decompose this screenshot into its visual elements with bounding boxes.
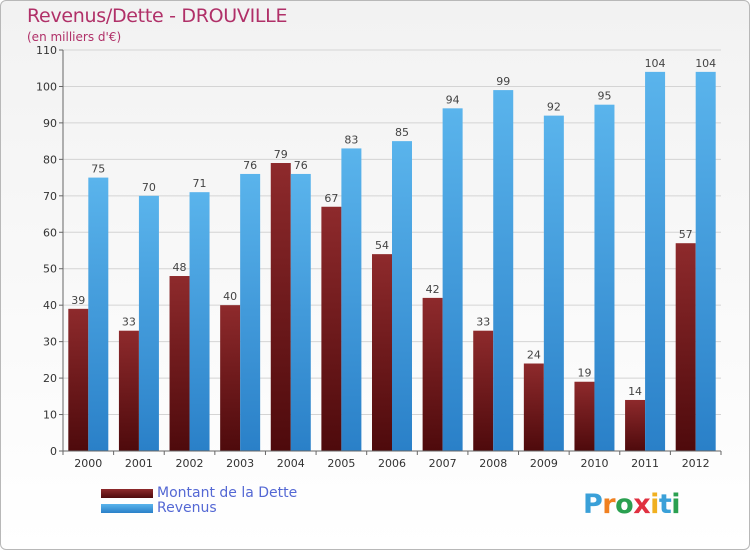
y-tick-label: 30 bbox=[43, 336, 57, 349]
bar-revenue-2009 bbox=[543, 115, 564, 452]
data-label-revenue-2001: 70 bbox=[142, 181, 156, 194]
legend-swatch-revenue bbox=[101, 504, 153, 513]
logo-letter: t bbox=[658, 489, 672, 520]
bar-revenue-2010 bbox=[594, 104, 615, 451]
y-tick-label: 10 bbox=[43, 409, 57, 422]
data-label-debt-2006: 54 bbox=[375, 239, 389, 252]
logo-letter: o bbox=[615, 489, 634, 520]
bar-debt-2004 bbox=[270, 163, 291, 451]
bar-revenue-2007 bbox=[442, 108, 463, 451]
data-label-debt-2010: 19 bbox=[577, 367, 591, 380]
y-tick-label: 100 bbox=[36, 80, 57, 93]
x-tick-label: 2008 bbox=[479, 457, 507, 470]
x-tick-label: 2007 bbox=[429, 457, 457, 470]
data-label-revenue-2009: 92 bbox=[547, 101, 561, 114]
y-tick-label: 70 bbox=[43, 190, 57, 203]
chart-title: Revenus/Dette - DROUVILLE bbox=[27, 5, 288, 27]
x-tick-label: 2009 bbox=[530, 457, 558, 470]
data-label-revenue-2004: 76 bbox=[294, 159, 308, 172]
x-tick-label: 2003 bbox=[226, 457, 254, 470]
data-label-debt-2007: 42 bbox=[426, 283, 440, 296]
data-label-debt-2003: 40 bbox=[223, 290, 237, 303]
x-tick-label: 2012 bbox=[682, 457, 710, 470]
y-tick-label: 60 bbox=[43, 226, 57, 239]
x-tick-label: 2004 bbox=[277, 457, 305, 470]
y-tick-label: 110 bbox=[36, 44, 57, 57]
data-label-debt-2001: 33 bbox=[122, 316, 136, 329]
bar-revenue-2003 bbox=[240, 173, 261, 452]
bar-revenue-2004 bbox=[290, 173, 311, 452]
data-label-revenue-2011: 104 bbox=[645, 57, 666, 70]
data-label-debt-2000: 39 bbox=[71, 294, 85, 307]
x-tick-label: 2005 bbox=[327, 457, 355, 470]
y-tick-label: 40 bbox=[43, 299, 57, 312]
data-label-revenue-2005: 83 bbox=[344, 133, 358, 146]
bar-revenue-2008 bbox=[493, 90, 514, 451]
data-label-debt-2005: 67 bbox=[324, 192, 338, 205]
data-label-revenue-2006: 85 bbox=[395, 126, 409, 139]
data-label-revenue-2007: 94 bbox=[446, 93, 460, 106]
bar-revenue-2000 bbox=[88, 177, 109, 451]
proxiti-logo: Proxiti bbox=[583, 489, 681, 520]
x-tick-label: 2002 bbox=[176, 457, 204, 470]
logo-letter: x bbox=[633, 489, 651, 520]
x-tick-label: 2001 bbox=[125, 457, 153, 470]
chart-subtitle: (en milliers d'€) bbox=[27, 30, 122, 44]
data-label-revenue-2003: 76 bbox=[243, 159, 257, 172]
data-label-debt-2011: 14 bbox=[628, 385, 642, 398]
data-label-revenue-2008: 99 bbox=[496, 75, 510, 88]
data-label-debt-2012: 57 bbox=[679, 228, 693, 241]
data-label-revenue-2002: 71 bbox=[193, 177, 207, 190]
bar-debt-2005 bbox=[321, 206, 342, 451]
data-label-revenue-2012: 104 bbox=[695, 57, 716, 70]
bar-debt-2007 bbox=[422, 297, 443, 451]
bar-debt-2002 bbox=[169, 276, 190, 451]
bar-revenue-2002 bbox=[189, 192, 210, 451]
bar-revenue-2005 bbox=[341, 148, 362, 451]
data-label-revenue-2000: 75 bbox=[91, 163, 105, 176]
y-tick-label: 50 bbox=[43, 263, 57, 276]
bar-debt-2010 bbox=[574, 381, 595, 451]
bar-revenue-2011 bbox=[645, 71, 666, 451]
y-tick-label: 90 bbox=[43, 117, 57, 130]
x-tick-label: 2010 bbox=[580, 457, 608, 470]
bar-debt-2000 bbox=[68, 308, 89, 451]
data-label-debt-2008: 33 bbox=[476, 316, 490, 329]
x-tick-label: 2006 bbox=[378, 457, 406, 470]
bar-debt-2011 bbox=[625, 399, 646, 451]
bar-debt-2008 bbox=[473, 330, 494, 451]
data-label-revenue-2010: 95 bbox=[597, 90, 611, 103]
bar-debt-2003 bbox=[220, 305, 241, 451]
data-label-debt-2009: 24 bbox=[527, 349, 541, 362]
bar-debt-2006 bbox=[372, 254, 392, 451]
y-tick-label: 20 bbox=[43, 372, 57, 385]
data-label-debt-2002: 48 bbox=[173, 261, 187, 274]
logo-letter: r bbox=[602, 489, 616, 520]
logo-letter: i bbox=[671, 489, 681, 520]
bar-debt-2009 bbox=[523, 363, 544, 451]
legend-label-revenue: Revenus bbox=[157, 500, 217, 516]
legend-swatch-debt bbox=[101, 489, 153, 498]
bar-debt-2001 bbox=[118, 330, 139, 451]
y-tick-label: 0 bbox=[50, 445, 57, 458]
bar-revenue-2012 bbox=[695, 71, 716, 451]
legend-label-debt: Montant de la Dette bbox=[157, 485, 298, 501]
bar-revenue-2006 bbox=[392, 141, 412, 452]
bar-revenue-2001 bbox=[138, 195, 159, 451]
x-tick-label: 2000 bbox=[74, 457, 102, 470]
logo-letter: P bbox=[583, 489, 603, 520]
data-label-debt-2004: 79 bbox=[274, 148, 288, 161]
bar-debt-2012 bbox=[675, 243, 696, 451]
logo-letter: i bbox=[650, 489, 659, 520]
y-tick-label: 80 bbox=[43, 153, 57, 166]
x-tick-label: 2011 bbox=[631, 457, 659, 470]
